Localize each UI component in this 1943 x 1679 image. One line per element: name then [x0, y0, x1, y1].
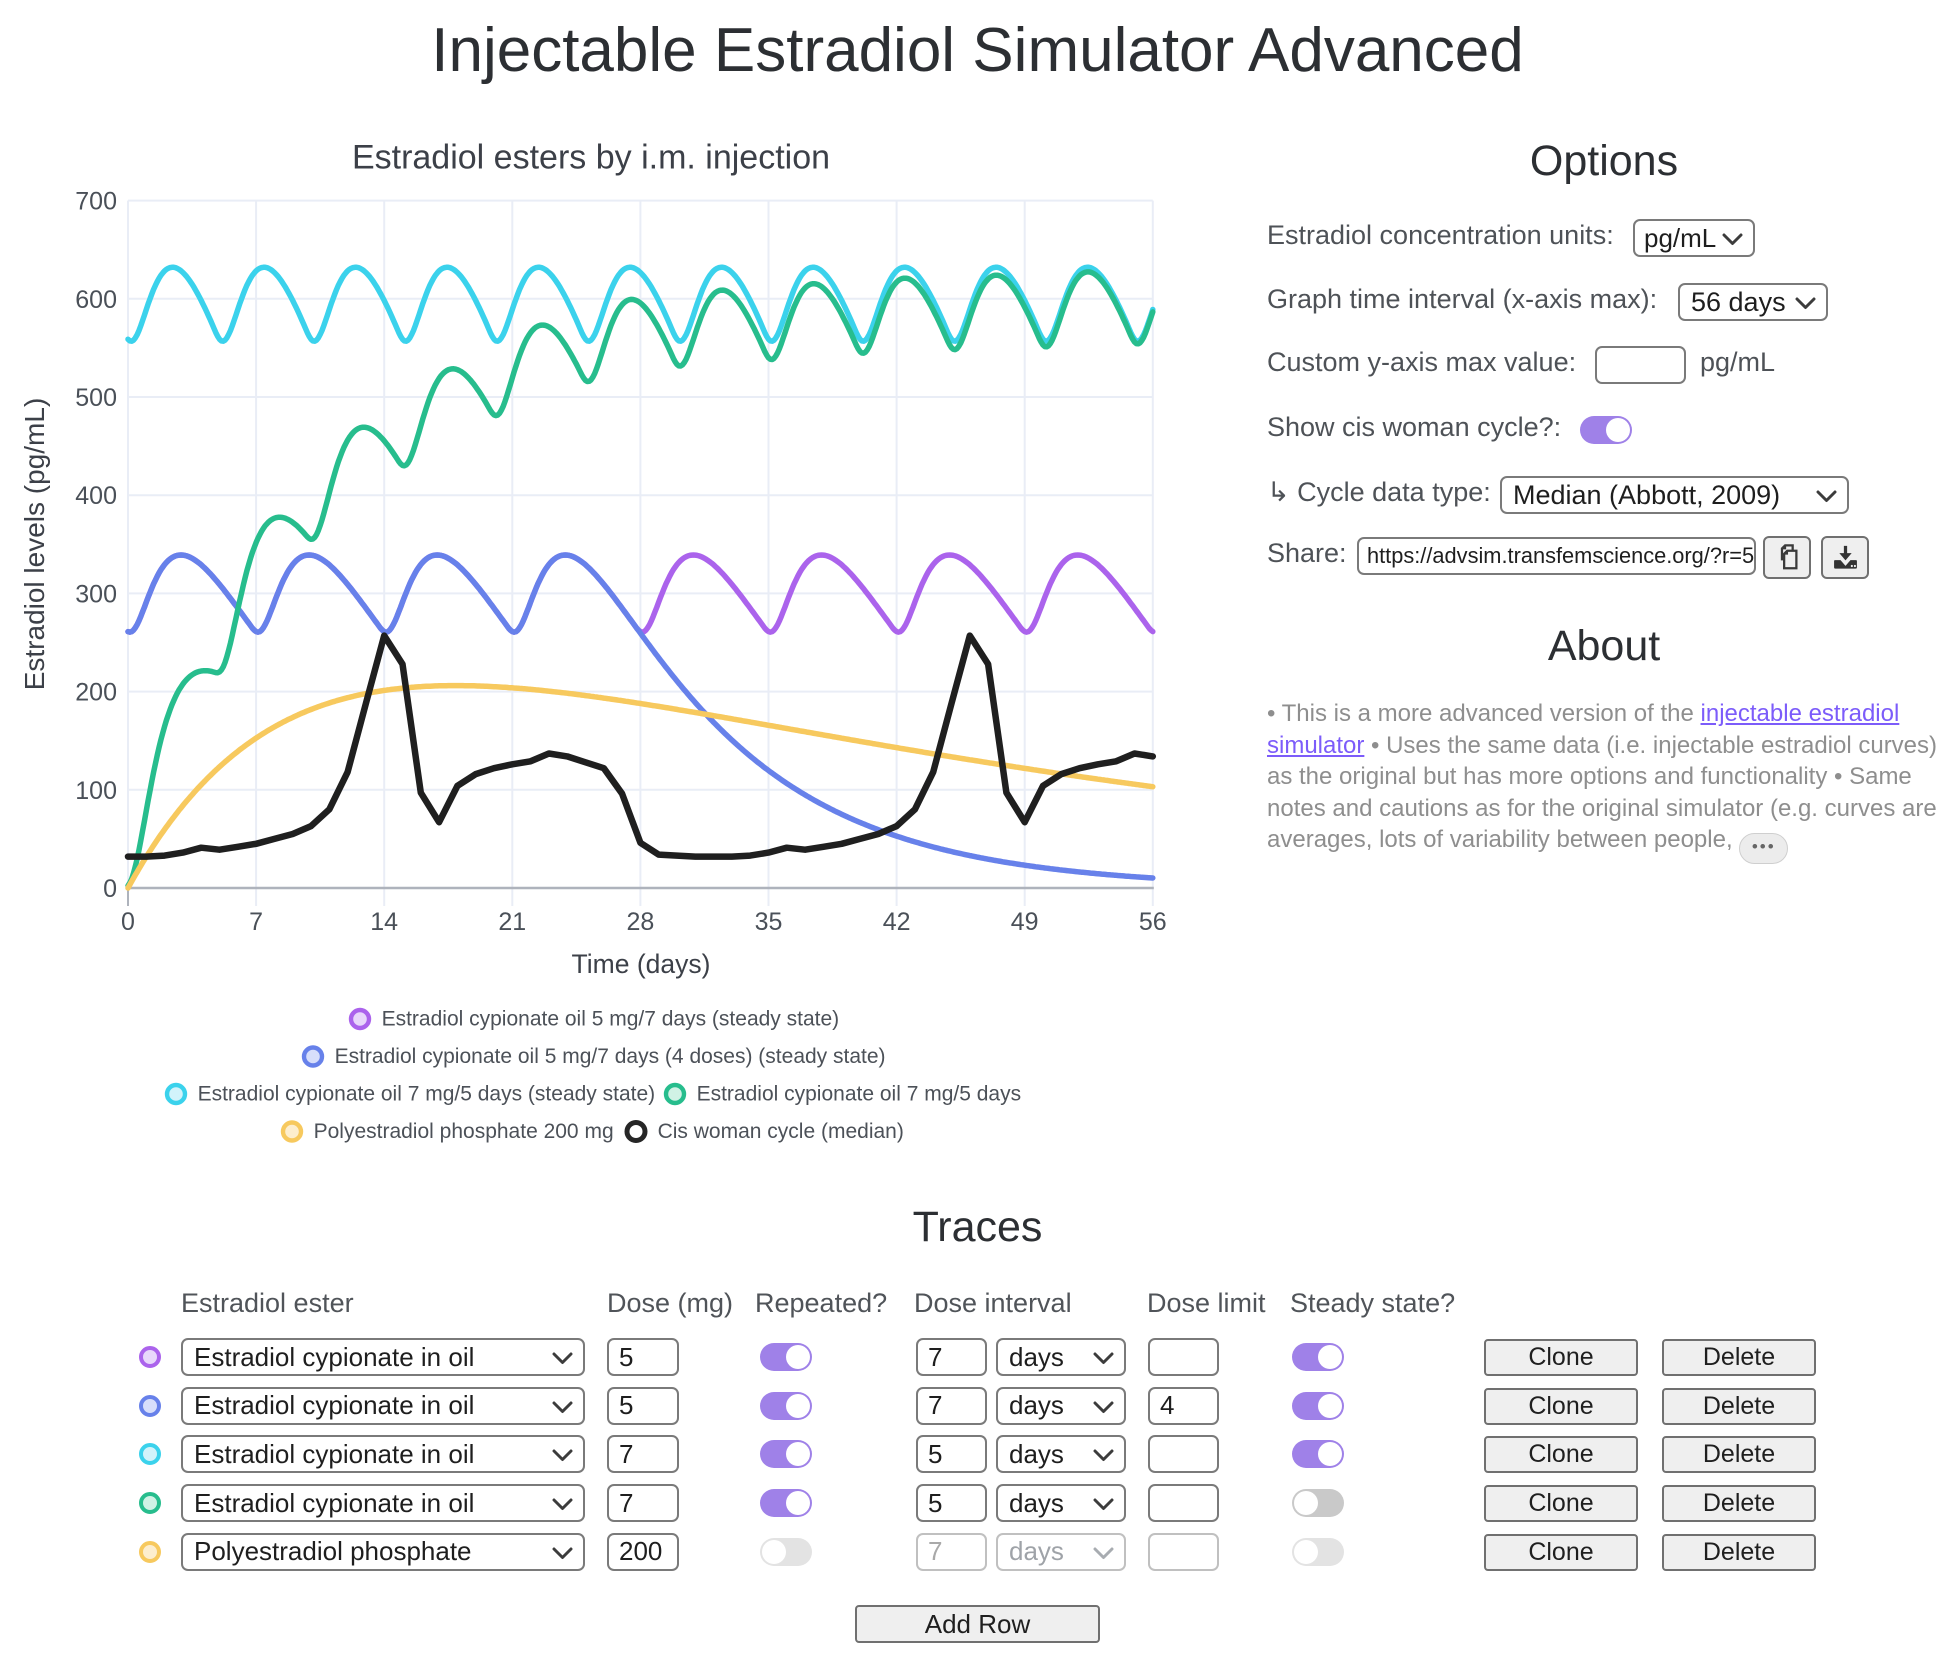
svg-text:28: 28 — [626, 908, 654, 936]
svg-text:Estradiol cypionate oil 7 mg/5: Estradiol cypionate oil 7 mg/5 days (ste… — [198, 1083, 656, 1106]
svg-text:0: 0 — [121, 908, 135, 936]
svg-text:100: 100 — [75, 777, 117, 805]
svg-text:42: 42 — [883, 908, 911, 936]
svg-text:21: 21 — [498, 908, 526, 936]
svg-text:500: 500 — [75, 384, 117, 412]
svg-text:7: 7 — [249, 908, 263, 936]
svg-text:35: 35 — [755, 908, 783, 936]
svg-text:Cis woman cycle (median): Cis woman cycle (median) — [658, 1120, 904, 1143]
svg-text:Polyestradiol phosphate 200 mg: Polyestradiol phosphate 200 mg — [314, 1120, 614, 1143]
svg-text:14: 14 — [370, 908, 398, 936]
svg-text:600: 600 — [75, 286, 117, 314]
svg-text:Estradiol levels (pg/mL): Estradiol levels (pg/mL) — [19, 398, 50, 691]
svg-text:0: 0 — [103, 875, 117, 903]
svg-text:400: 400 — [75, 482, 117, 510]
svg-text:200: 200 — [75, 679, 117, 707]
svg-text:Estradiol cypionate oil 5 mg/7: Estradiol cypionate oil 5 mg/7 days (4 d… — [335, 1045, 886, 1068]
svg-text:Time (days): Time (days) — [572, 949, 711, 979]
svg-text:700: 700 — [75, 188, 117, 216]
svg-text:Estradiol esters by i.m. injec: Estradiol esters by i.m. injection — [352, 139, 830, 177]
svg-text:Estradiol cypionate oil 5 mg/7: Estradiol cypionate oil 5 mg/7 days (ste… — [382, 1008, 840, 1031]
svg-text:56: 56 — [1139, 908, 1167, 936]
svg-text:300: 300 — [75, 580, 117, 608]
svg-text:49: 49 — [1011, 908, 1039, 936]
svg-text:Estradiol cypionate oil 7 mg/5: Estradiol cypionate oil 7 mg/5 days — [697, 1083, 1022, 1106]
